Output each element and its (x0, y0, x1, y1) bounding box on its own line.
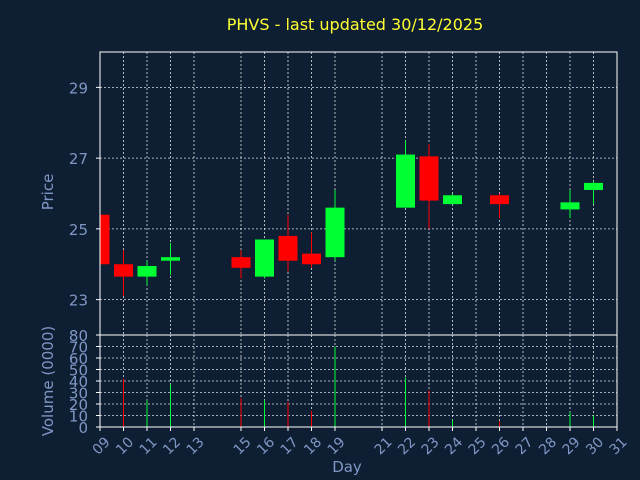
x-tick-label: 13 (184, 434, 208, 458)
x-tick-label: 09 (90, 434, 114, 458)
candle-body (255, 239, 274, 277)
candle-day-19 (325, 189, 345, 261)
candle-body (325, 207, 345, 258)
x-tick-label: 17 (278, 434, 302, 458)
volume-grid (99, 334, 618, 428)
x-tick-label: 26 (489, 434, 513, 458)
candles (99, 140, 603, 297)
candle-body (302, 253, 321, 265)
price-grid (99, 52, 618, 335)
candle-body (419, 156, 439, 201)
x-tick-label: 27 (513, 434, 537, 458)
candle-body (584, 182, 603, 190)
x-tick-label: 28 (536, 434, 560, 458)
volume-tick-label: 50 (69, 362, 88, 380)
volume-axis-label: Volume (0000) (39, 326, 57, 436)
price-tick-label: 27 (69, 150, 88, 168)
price-tick-label: 23 (69, 292, 88, 310)
volume-tick-label: 80 (69, 327, 88, 345)
candle-day-30 (584, 181, 603, 205)
candle-day-24 (443, 193, 462, 205)
candle-day-26 (490, 193, 509, 219)
x-tick-label: 12 (160, 434, 184, 458)
candle-body (100, 214, 110, 265)
volume-tick-label: 20 (69, 396, 88, 414)
x-tick-label: 22 (395, 434, 419, 458)
x-tick-label: 15 (231, 434, 255, 458)
candle-day-16 (255, 239, 274, 279)
price-panel-frame (99, 51, 618, 336)
candle-body (396, 154, 415, 208)
candle-day-10 (114, 250, 133, 297)
volume-tick-label: 40 (69, 373, 88, 391)
volume-tick-label: 10 (69, 408, 88, 426)
candle-day-17 (278, 214, 298, 272)
price-axis-ticks: 23 25 27 29 (69, 79, 100, 310)
volume-tick-label: 60 (69, 350, 88, 368)
candle-day-29 (560, 189, 580, 219)
candle-body (137, 266, 157, 277)
price-tick-label: 29 (69, 79, 88, 97)
x-tick-label: 30 (583, 434, 607, 458)
x-axis-ticks: 09 10 11 12 13 15 16 17 18 19 21 22 23 24 25 26 27 28 29 30… (90, 427, 631, 458)
candle-day-11 (137, 260, 157, 286)
chart-title: PHVS - last updated 30/12/2025 (227, 15, 484, 34)
x-tick-label: 19 (325, 434, 349, 458)
price-tick-label: 25 (69, 221, 88, 239)
candle-day-23 (419, 143, 439, 229)
volume-bars (123, 346, 594, 427)
x-tick-label: 11 (137, 434, 161, 458)
candle-body (560, 202, 580, 210)
volume-tick-label: 0 (78, 419, 88, 437)
candle-body (443, 195, 462, 205)
x-tick-label: 25 (466, 434, 490, 458)
candle-day-18 (302, 232, 321, 268)
price-axis-label: Price (39, 174, 57, 211)
candle-body (114, 264, 133, 277)
x-tick-label: 29 (560, 434, 584, 458)
x-tick-label: 24 (442, 434, 466, 458)
volume-tick-label: 70 (69, 339, 88, 357)
x-tick-label: 16 (254, 434, 278, 458)
candle-day-9 (99, 214, 110, 265)
candle-day-15 (231, 250, 251, 279)
x-tick-label: 23 (419, 434, 443, 458)
candle-body (278, 235, 298, 261)
x-tick-label: 18 (301, 434, 325, 458)
x-axis-label: Day (332, 458, 362, 476)
candle-day-22 (396, 140, 415, 208)
candle-body (231, 257, 251, 268)
x-tick-label: 21 (372, 434, 396, 458)
volume-tick-label: 30 (69, 385, 88, 403)
candle-body (161, 257, 180, 261)
candle-body (490, 195, 509, 205)
x-tick-label: 31 (607, 434, 631, 458)
candle-day-12 (161, 243, 180, 275)
x-tick-label: 10 (113, 434, 137, 458)
